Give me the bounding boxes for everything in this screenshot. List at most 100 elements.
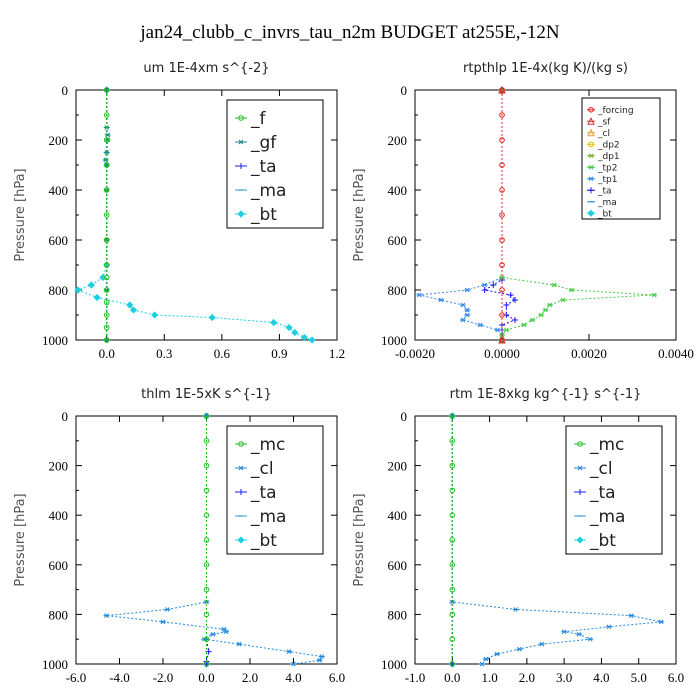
data-point [130,306,138,314]
data-point [499,312,505,318]
y-tick-label: 800 [49,607,69,622]
data-point [499,112,505,118]
data-point [74,286,82,294]
x-tick-label: 6.0 [668,670,684,685]
y-tick-label: 800 [388,283,408,298]
y-tick-label: 200 [49,133,69,148]
data-point [220,626,227,632]
data-point [449,462,456,469]
data-point [464,287,471,293]
data-point [542,307,549,313]
y-tick-label: 400 [388,183,408,198]
series-line [419,90,503,340]
x-tick-label: -1.0 [405,670,426,685]
legend-label: _cl [597,129,610,139]
data-point [203,636,210,643]
legend-label: _ma [597,198,617,208]
data-point [205,648,212,655]
data-point [270,318,278,327]
legend-entry: _ta [235,157,277,177]
y-axis-label: Pressure [hPa] [13,168,28,261]
y-tick-label: 1000 [42,333,68,348]
data-point [449,487,456,494]
x-tick-label: 4.0 [285,670,301,685]
x-tick-label: 3.0 [556,670,572,685]
data-point [576,631,583,637]
legend-label: _mc [250,435,285,455]
data-point [103,324,110,331]
chart-panel-3: thlm 1E-5xK s^{-1} Pressure [hPa] 0 200 400 6… [13,387,345,685]
data-point [103,262,110,268]
data-point [538,312,545,318]
data-point [103,237,110,243]
legend-label: _ta [589,483,616,503]
data-point [203,512,210,519]
legend-label: _bt [250,205,277,225]
data-point [479,661,486,667]
data-point [438,297,445,303]
series-line [106,416,323,665]
data-point [203,438,210,444]
legend-marker [588,164,594,170]
x-tick-label: 0.0 [99,346,115,361]
legend-marker [577,489,583,495]
legend-entry: _bt [235,531,277,551]
data-point [499,187,505,193]
legend-box [581,97,661,220]
legend-marker [587,209,595,217]
data-point [512,297,519,303]
legend: _forcing_sf _cl_dp2 _dp1_tp2 _tp1_ta _ma_bt [581,97,661,220]
x-tick-label: 0.0 [198,670,214,685]
data-point [236,641,243,647]
data-point [551,282,558,288]
data-point [449,438,456,444]
data-point [300,333,308,342]
data-point [499,137,505,143]
y-axis-label: Pressure [hPa] [352,168,367,261]
legend-entry: _cl [235,459,274,479]
legend-box [565,425,663,555]
legend-label: _dp1 [597,152,620,162]
data-point [449,636,456,643]
data-point [499,287,505,293]
data-point [103,287,110,293]
legend-marker [588,176,594,182]
x-tick-label: -2.0 [153,670,174,685]
x-tick-label: 0.0 [444,670,460,685]
data-point [203,611,210,618]
y-tick-label: 200 [388,459,408,474]
y-tick-label: 0 [62,83,69,98]
y-tick-label: 0 [62,409,69,424]
data-point [87,281,95,289]
data-point [103,187,110,193]
legend-label: _ta [597,186,612,196]
legend-label: _mc [589,435,624,455]
x-tick-label: 0.3 [156,346,172,361]
legend-entry: _ta [574,483,616,503]
data-point [482,656,489,662]
series-group [103,412,325,668]
x-tick-label: -4.0 [109,670,130,685]
chart-panel-1: um 1E-4xm s^{-2} Pressure [hPa] 0 200 400 600… [13,61,345,361]
panel-title: rtm 1E-8xkg kg^{-1} s^{-1} [450,387,642,402]
data-point [103,312,110,318]
legend-entry: _dp2 [587,140,620,150]
data-point [512,317,519,323]
series-mc [449,413,456,667]
data-point [103,87,110,93]
data-point [208,313,216,322]
legend-entry: _f [235,109,267,129]
legend-label: _bt [589,531,616,551]
data-point [477,322,484,328]
x-tick-label: 0.0000 [484,346,520,361]
x-tick-label: 1.0 [481,670,497,685]
data-point [203,537,210,543]
legend-entry: _bt [587,209,612,219]
y-tick-label: 1000 [42,657,68,672]
data-point [464,312,471,318]
series-ta [203,413,212,667]
legend-entry: _forcing [587,106,634,116]
series-group [416,85,658,344]
